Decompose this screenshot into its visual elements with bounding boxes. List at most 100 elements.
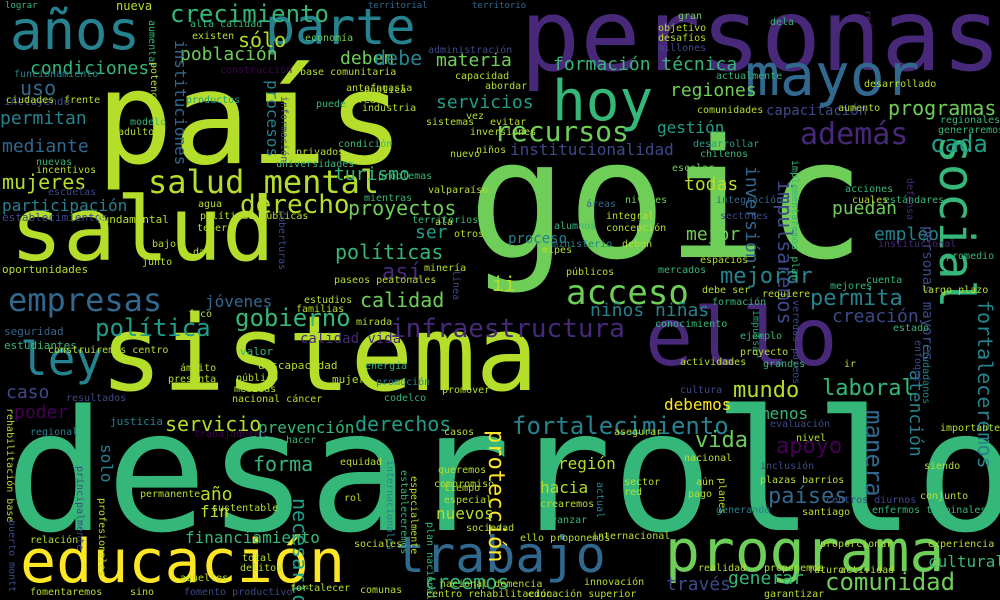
cloud-word: fomentaremos <box>30 587 103 598</box>
cloud-word: equidad <box>340 457 383 468</box>
cloud-word: condiciones <box>30 58 150 79</box>
cloud-word: debe ser <box>702 285 751 296</box>
cloud-word: fortalecer <box>290 583 351 594</box>
cloud-word: social <box>928 135 984 309</box>
cloud-word: ejemplo <box>740 331 783 342</box>
cloud-word: conjunto <box>920 491 969 502</box>
cloud-word: mirada <box>356 317 393 328</box>
cloud-word: formación <box>712 297 767 308</box>
cloud-word: programas <box>888 96 997 120</box>
cloud-word: presenta <box>168 374 217 385</box>
cloud-word: objetivo <box>658 23 707 34</box>
cloud-word: mipes <box>542 245 573 256</box>
cloud-word: plazas barrios <box>760 475 845 486</box>
cloud-word: enfermos terminales <box>872 505 987 516</box>
cloud-word: minería <box>424 263 467 274</box>
cloud-word: valparaíso <box>428 185 489 196</box>
cloud-word: territorio <box>472 1 527 11</box>
cloud-word: uso <box>20 76 57 100</box>
cloud-word: concepción <box>606 223 667 234</box>
cloud-word: queremos <box>438 465 487 476</box>
cloud-word: público <box>236 373 279 384</box>
cloud-word: ley <box>20 332 104 386</box>
cloud-word: generando <box>716 505 771 516</box>
cloud-word: proceso <box>508 231 568 247</box>
cloud-word: gran <box>678 11 703 22</box>
cloud-word: salud <box>10 178 275 281</box>
cloud-word: garantizar <box>764 589 825 600</box>
cloud-word: regional <box>30 427 79 438</box>
cloud-word: creación <box>832 306 919 327</box>
cloud-word: actualmente <box>716 71 783 82</box>
cloud-word: nuevo <box>450 149 481 160</box>
cloud-word: enfoque <box>912 340 923 383</box>
cloud-word: crecimiento <box>170 0 329 28</box>
cloud-word: requiere <box>762 289 811 300</box>
cloud-word: otros <box>454 229 485 240</box>
cloud-word: chilenos <box>700 149 749 160</box>
cloud-word: desarrollo <box>5 374 1000 570</box>
cloud-word: jóvenes <box>205 292 273 311</box>
cloud-word: justicia <box>110 415 163 428</box>
cloud-word: dar <box>193 247 212 258</box>
cloud-word: funcionamiento <box>14 69 99 80</box>
cloud-word: niños niñas <box>590 300 710 321</box>
cloud-word: delitos <box>240 563 283 574</box>
cloud-word: sólo <box>238 28 287 52</box>
cloud-word: especialmente <box>408 476 419 555</box>
cloud-word: permanente <box>140 489 201 500</box>
cloud-word: línea <box>450 270 461 301</box>
cloud-word: actividades <box>680 357 747 368</box>
cloud-word: mundo <box>733 378 800 403</box>
cloud-word: proporcionar <box>820 539 893 550</box>
cloud-word: mejores <box>830 281 873 292</box>
cloud-word: acciones <box>845 184 894 195</box>
cloud-word: forma <box>253 452 314 476</box>
cloud-word: financiamiento <box>185 528 320 547</box>
cloud-word: economía <box>305 33 354 44</box>
cloud-word: estableceremos <box>398 470 409 555</box>
cloud-word: promedio <box>946 251 995 262</box>
cloud-word: sustentable <box>212 503 279 514</box>
cloud-word: desarrollado <box>864 79 937 90</box>
cloud-word: importante <box>940 423 1000 434</box>
cloud-word: región <box>558 454 616 473</box>
cloud-word: poder <box>14 402 69 423</box>
cloud-word: país <box>96 45 405 194</box>
cloud-word: resultados <box>66 393 127 404</box>
cloud-word: estudiantes <box>4 339 77 352</box>
cloud-word: plan nacional <box>424 522 435 600</box>
cloud-word: año <box>200 484 233 505</box>
cloud-word: ciudadanos <box>920 344 931 405</box>
cloud-word: derechos <box>355 412 452 436</box>
cloud-word: crearemos <box>540 499 595 510</box>
cloud-word: hacia <box>540 478 589 497</box>
cloud-word: sector <box>624 477 661 488</box>
cloud-word: alumnos <box>554 221 597 232</box>
cloud-word: debe <box>374 46 423 70</box>
cloud-word: política <box>95 314 211 342</box>
cloud-word: aumento <box>838 103 881 114</box>
cloud-word: relación <box>30 535 79 546</box>
cloud-word: escuelas <box>48 187 97 198</box>
cloud-word: condición <box>338 139 393 150</box>
cloud-word: aumentar <box>146 20 157 69</box>
cloud-word: comunas <box>360 585 403 596</box>
cloud-word: integral <box>606 211 655 222</box>
cloud-word: incentivos <box>36 165 97 176</box>
cloud-word: promover <box>442 385 491 396</box>
cloud-word: pública <box>364 85 407 96</box>
cloud-word: hacer <box>286 435 317 446</box>
cloud-word: evitar <box>490 117 527 128</box>
cloud-word: nacional cáncer <box>232 394 323 405</box>
cloud-word: dela <box>770 17 795 28</box>
cloud-word: territorios <box>412 215 479 226</box>
cloud-word: inversión <box>741 166 762 264</box>
cloud-word: políticas públicas <box>200 211 309 222</box>
cloud-word: programa <box>665 517 945 585</box>
cloud-word: cada <box>930 130 988 158</box>
cloud-word: protección <box>483 430 508 563</box>
cloud-word: internacionales <box>384 460 395 551</box>
cloud-word: mediante <box>2 136 89 157</box>
